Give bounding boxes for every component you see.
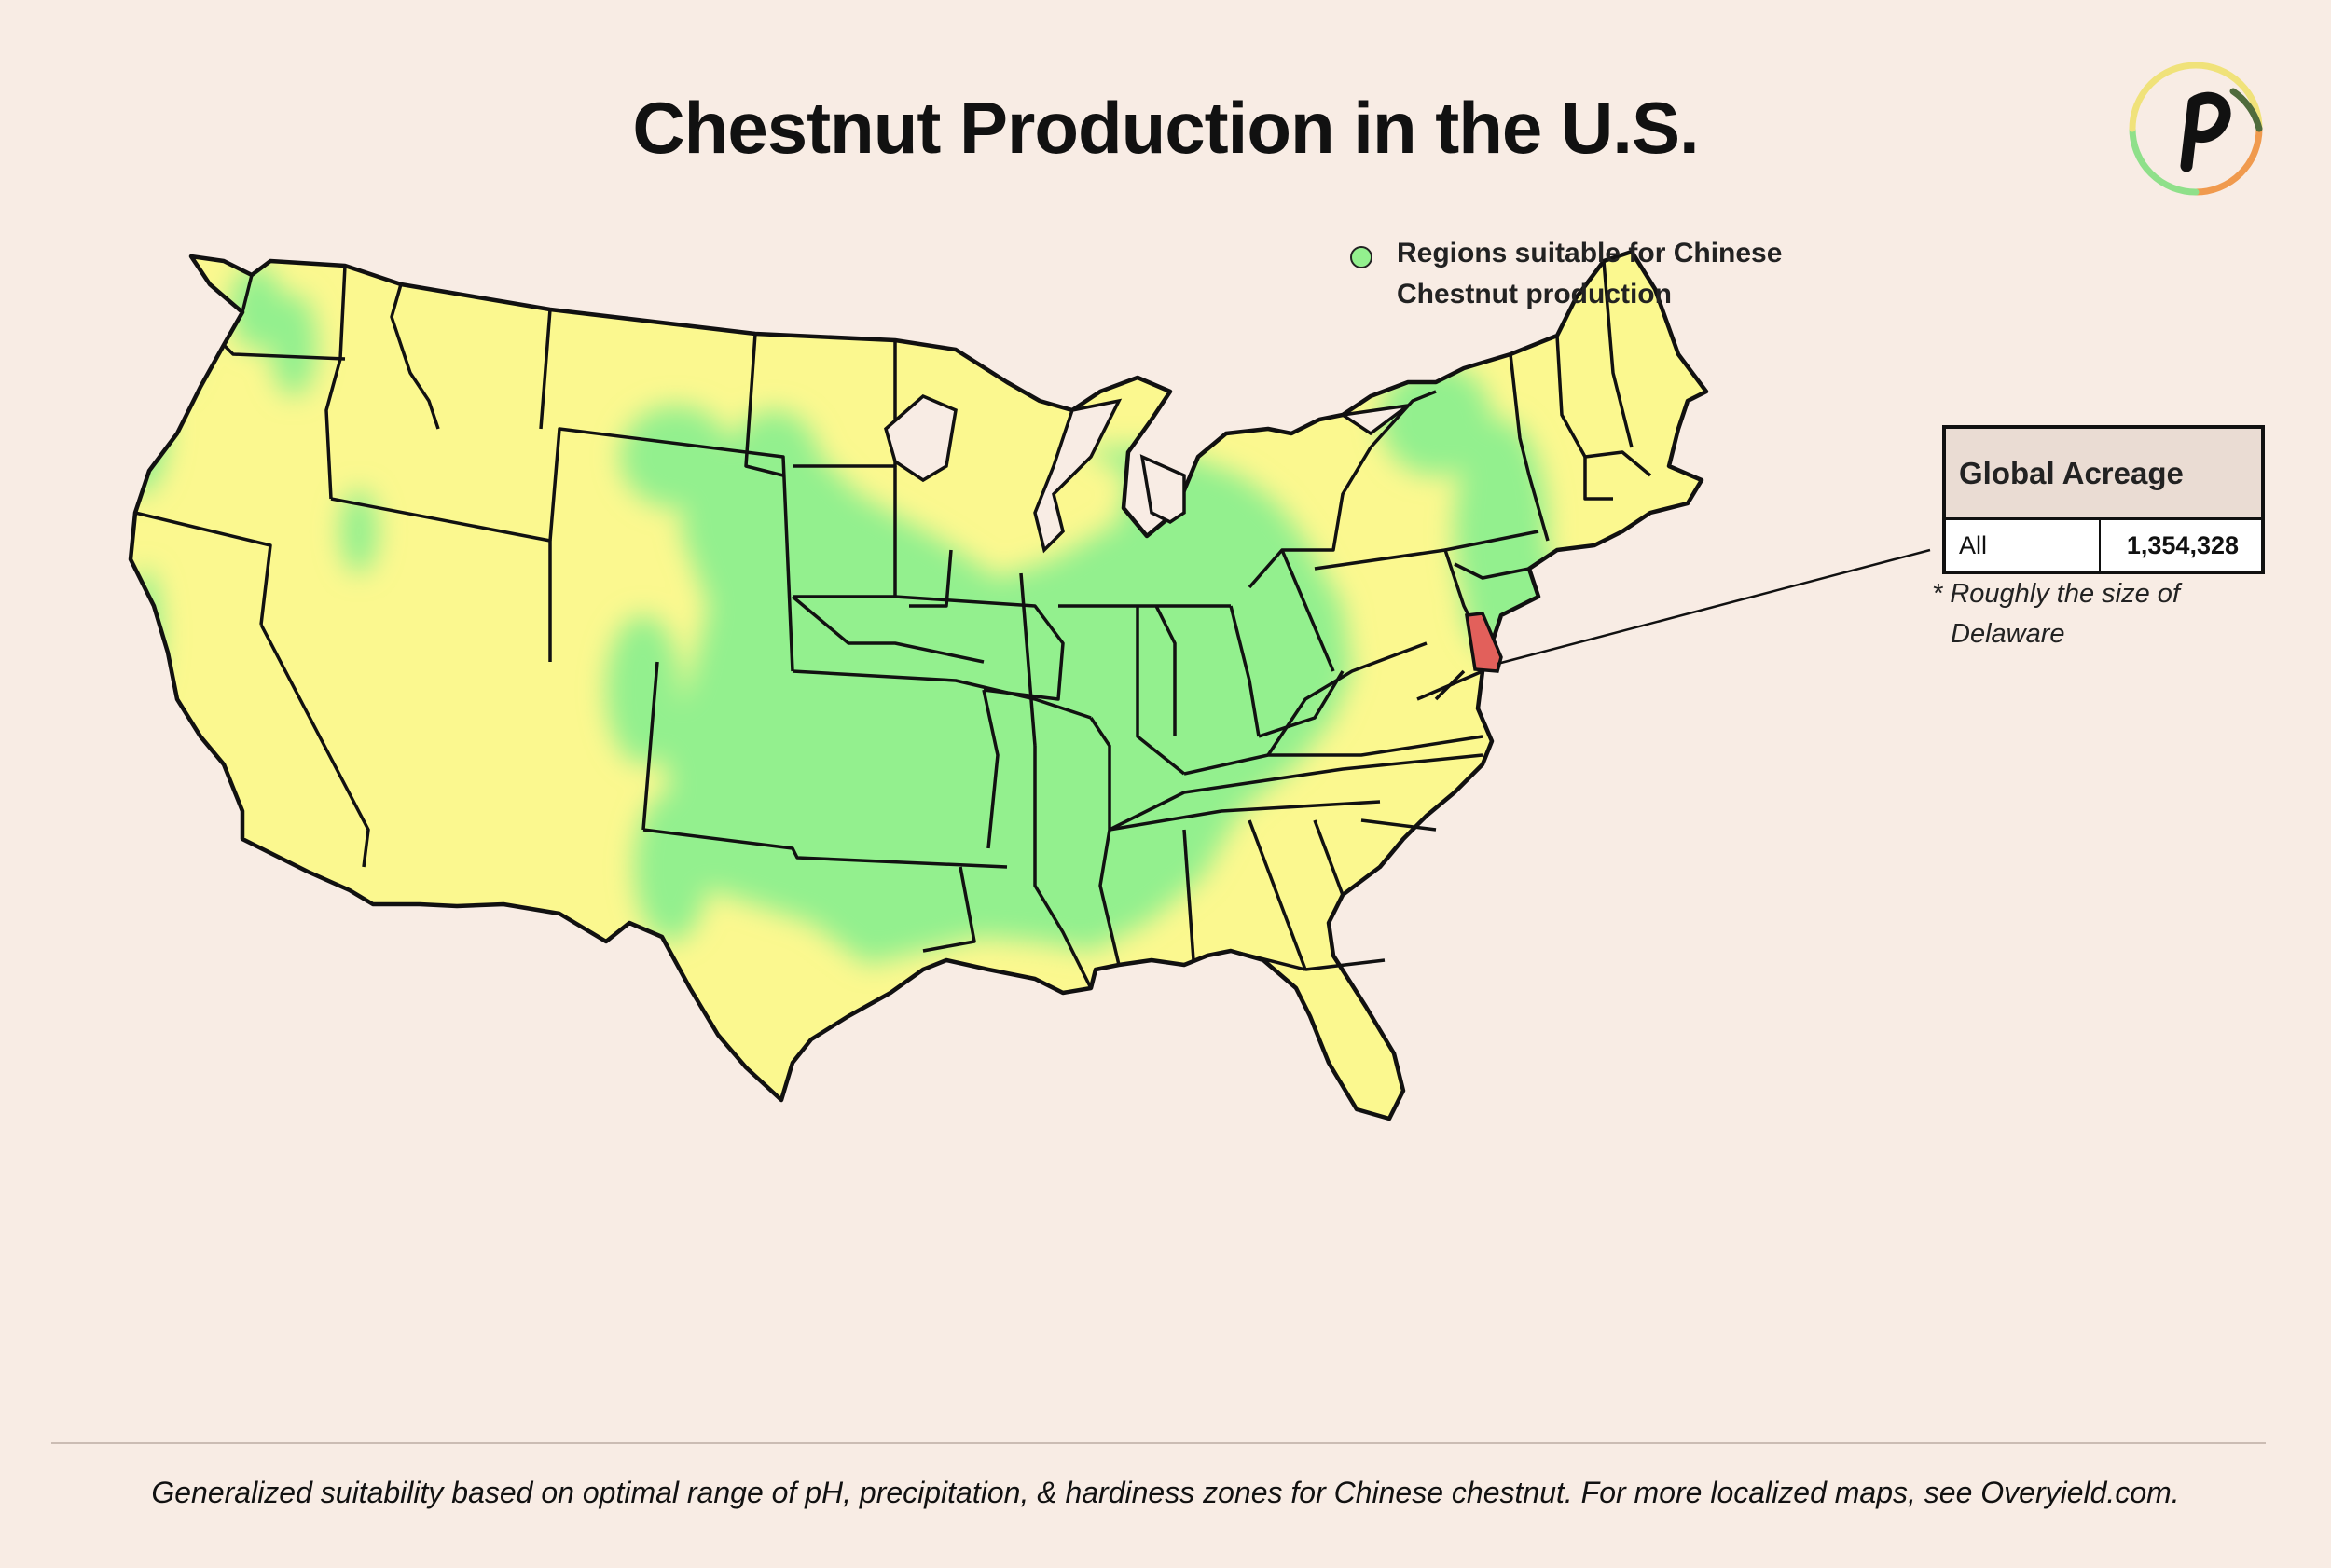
acreage-note: * Roughly the size of Delaware — [1932, 574, 2212, 654]
note-line-2: Delaware — [1951, 619, 2065, 649]
acreage-region-cell: All — [1946, 520, 2101, 571]
leader-line — [1497, 548, 1931, 666]
global-acreage-table: Global Acreage All 1,354,328 — [1942, 425, 2265, 574]
note-line-1: * Roughly the size of — [1932, 579, 2180, 609]
table-row: All 1,354,328 — [1946, 520, 2261, 571]
footer-caption: Generalized suitability based on optimal… — [151, 1476, 2180, 1509]
acreage-table-header: Global Acreage — [1946, 429, 2261, 520]
legend-label: Regions suitable for Chinese Chestnut pr… — [1397, 238, 1783, 309]
page-title: Chestnut Production in the U.S. — [632, 87, 1699, 169]
footer-divider — [51, 1442, 2266, 1444]
map-legend: Regions suitable for Chinese Chestnut pr… — [1350, 233, 1788, 315]
state-borders — [134, 260, 1652, 989]
suitable-region-swatch — [1350, 246, 1372, 268]
acreage-value-cell: 1,354,328 — [2126, 531, 2239, 559]
great-lakes — [884, 393, 1410, 554]
us-map — [103, 233, 1931, 1380]
overyield-p-logo-icon — [2129, 62, 2263, 196]
